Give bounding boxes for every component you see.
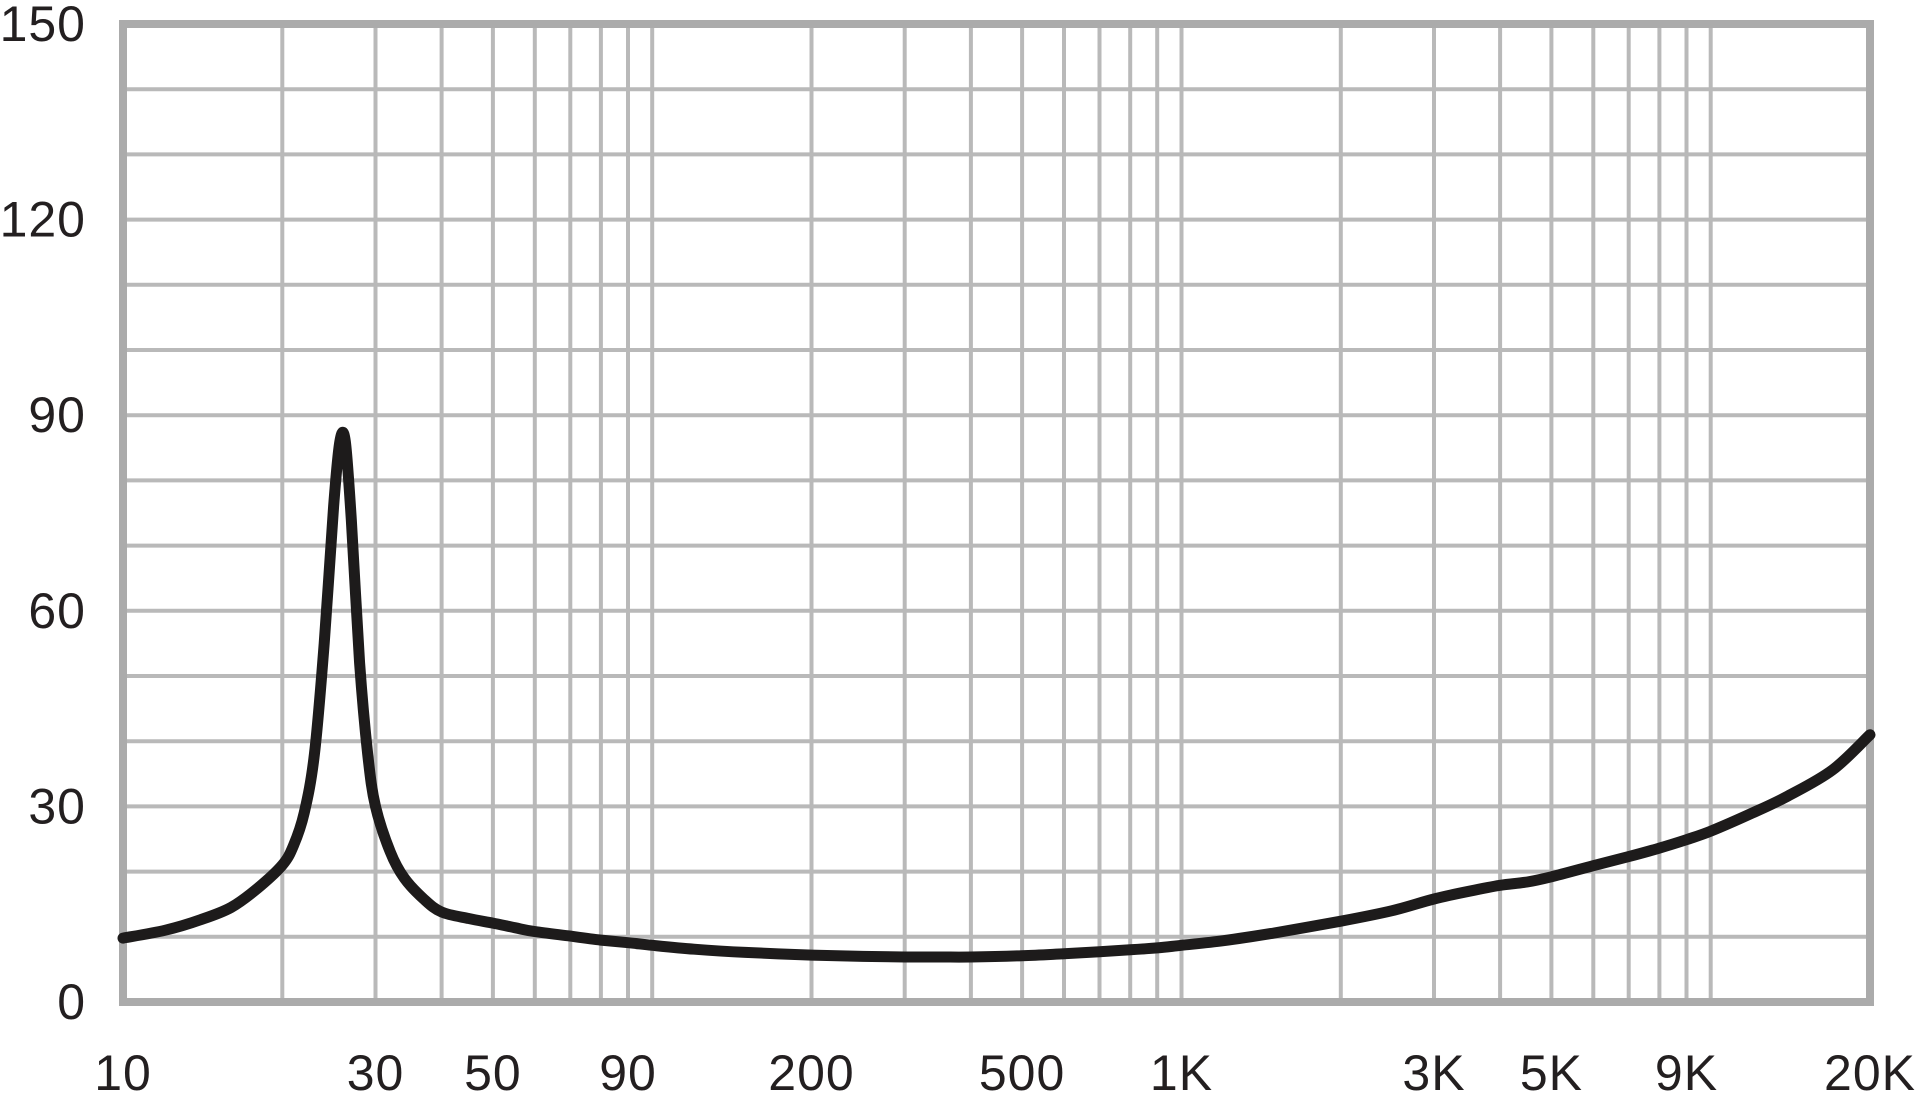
plot-frame (119, 20, 1874, 1006)
impedance-curve (117, 426, 1876, 963)
y-tick-label: 0 (57, 974, 86, 1030)
y-tick-label: 30 (28, 778, 86, 834)
y-tick-label: 60 (28, 583, 86, 639)
x-tick-label: 5K (1520, 1045, 1583, 1101)
x-tick-label: 30 (347, 1045, 405, 1101)
x-gridlines (280, 24, 1713, 1002)
y-axis-labels: 0 30 60 90 120 150 (0, 0, 86, 1030)
x-tick-label: 90 (599, 1045, 657, 1101)
x-tick-label: 500 (979, 1045, 1065, 1101)
x-axis-labels: 10 30 50 90 200 500 1K 3K 5K 9K 20K (94, 1045, 1916, 1101)
x-tick-label: 9K (1655, 1045, 1718, 1101)
x-tick-label: 3K (1402, 1045, 1465, 1101)
x-tick-label: 50 (464, 1045, 522, 1101)
y-tick-label: 120 (0, 192, 86, 248)
x-tick-label: 1K (1150, 1045, 1213, 1101)
x-tick-label: 200 (768, 1045, 854, 1101)
y-gridlines (123, 87, 1870, 939)
x-tick-label: 10 (94, 1045, 152, 1101)
x-tick-label: 20K (1824, 1045, 1916, 1101)
y-tick-label: 90 (28, 387, 86, 443)
y-tick-label: 150 (0, 0, 86, 52)
